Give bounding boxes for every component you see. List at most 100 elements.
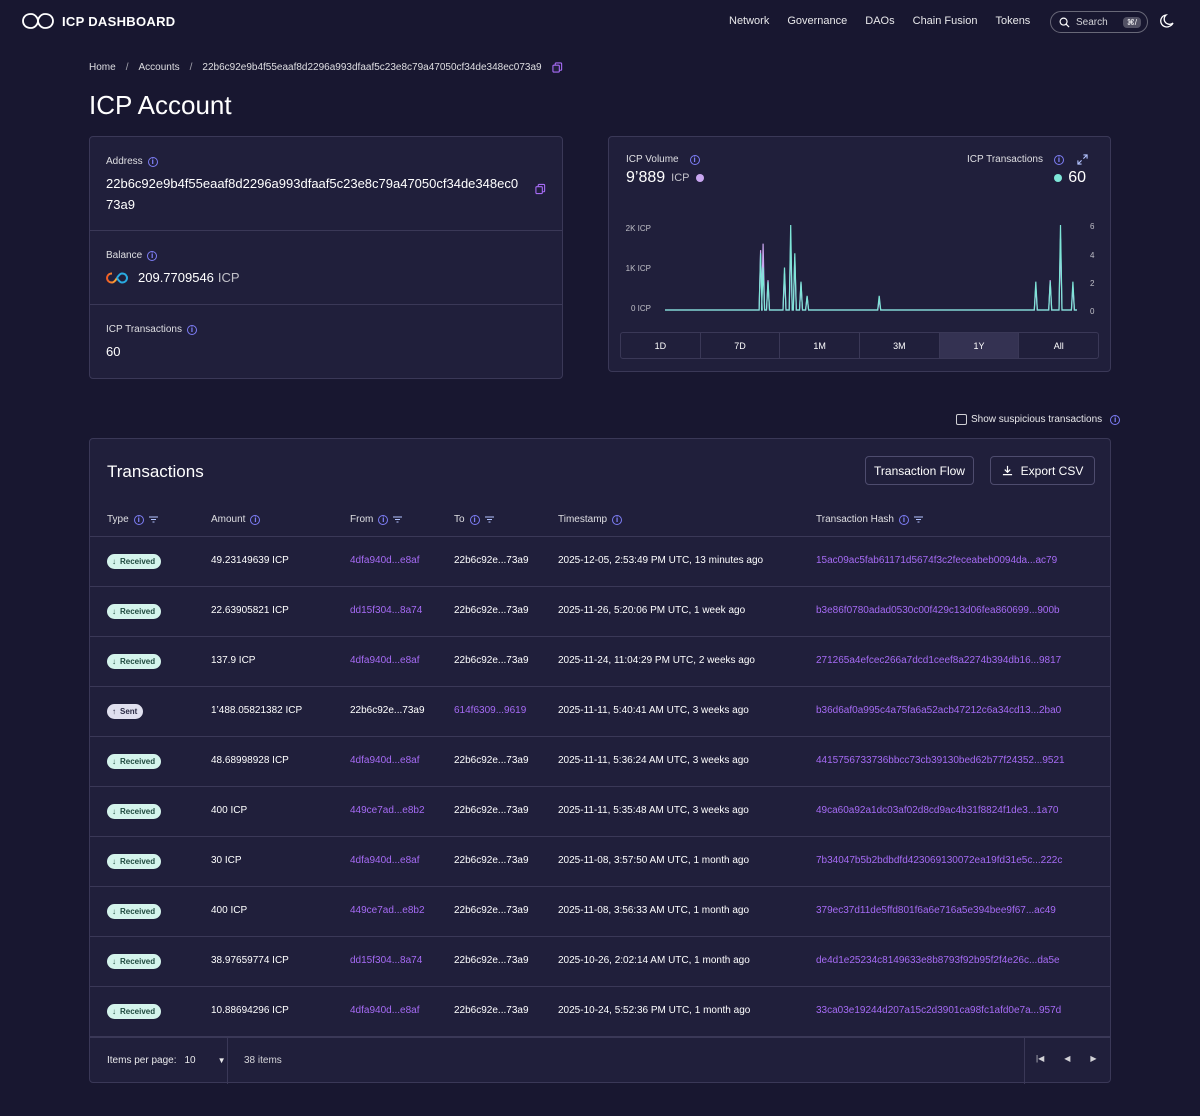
cell-hash-link[interactable]: 7b34047b5b2bdbdfd423069130072ea19fd31e5c…	[816, 855, 1063, 866]
info-icon[interactable]: i	[1054, 154, 1064, 165]
table-row[interactable]: ↓ Received 400 ICP 449ce7ad...e8b2 22b6c92e.…	[90, 787, 1110, 837]
breadcrumb-accounts[interactable]: Accounts	[138, 62, 180, 73]
badge-label: Received	[120, 907, 156, 916]
prev-page-icon[interactable]: ◀	[1064, 1054, 1071, 1063]
cell-from-link[interactable]: 4dfa940d...e8af	[350, 1005, 420, 1016]
cell-from-link[interactable]: 449ce7ad...e8b2	[350, 805, 425, 816]
breadcrumb-separator: /	[189, 62, 193, 73]
nav-link-daos[interactable]: DAOs	[865, 15, 895, 27]
cell-from-link[interactable]: 4dfa940d...e8af	[350, 555, 420, 566]
cell-to: 22b6c92e...73a9	[454, 1005, 529, 1016]
table-row[interactable]: ↓ Received 10.88694296 ICP 4dfa940d...e8af 2…	[90, 987, 1110, 1037]
badge-label: Received	[120, 557, 156, 566]
search-box[interactable]: Search ⌘/	[1050, 11, 1148, 33]
next-page-icon[interactable]: ▶	[1090, 1054, 1097, 1063]
filter-icon[interactable]	[484, 516, 494, 523]
table-row[interactable]: ↓ Received 48.68998928 ICP 4dfa940d...e8af 2…	[90, 737, 1110, 787]
info-icon[interactable]: i	[250, 514, 261, 525]
suspicious-checkbox[interactable]	[956, 414, 967, 425]
cell-hash-link[interactable]: 379ec37d11de5ffd801f6a6e716a5e394bee9f67…	[816, 905, 1056, 916]
nav-link-network[interactable]: Network	[729, 15, 770, 27]
info-icon[interactable]: i	[689, 154, 700, 165]
cell-hash-link[interactable]: 49ca60a92a1dc03af02d8cd9ac4b31f8824f1de3…	[816, 805, 1059, 816]
items-per-page: Items per page: 10 ▼	[107, 1055, 226, 1066]
range-all-button[interactable]: All	[1053, 340, 1064, 351]
suspicious-toggle[interactable]: Show suspicious transactions i	[956, 414, 1121, 425]
breadcrumb: Home / Accounts / 22b6c92e9b4f55eaaf8d22…	[89, 62, 563, 73]
cell-from-link[interactable]: 449ce7ad...e8b2	[350, 905, 425, 916]
cell-from-link[interactable]: 4dfa940d...e8af	[350, 755, 420, 766]
badge-label: Received	[120, 857, 156, 866]
nav-link-tokens[interactable]: Tokens	[995, 15, 1031, 27]
table-row[interactable]: ↑ Sent 1’488.05821382 ICP 22b6c92e...73a9 61…	[90, 687, 1110, 737]
cell-from-link[interactable]: dd15f304...8a74	[350, 955, 423, 966]
cell-hash-link[interactable]: 4415756733736bbcc73cb39130bed62b77f24352…	[816, 755, 1065, 766]
range-1m-button[interactable]: 1M	[780, 333, 861, 358]
range-1y-button[interactable]: 1Y	[939, 333, 1020, 358]
cell-amount: 48.68998928 ICP	[211, 755, 289, 766]
filter-icon[interactable]	[393, 516, 403, 523]
export-csv-button[interactable]: Export CSV	[990, 456, 1095, 485]
cell-to: 22b6c92e...73a9	[454, 855, 529, 866]
cell-hash-link[interactable]: b36d6af0a995c4a75fa6a52acb47212c6a34cd13…	[816, 705, 1062, 716]
cell-from-link[interactable]: 4dfa940d...e8af	[350, 655, 420, 666]
cell-hash-link[interactable]: 271265a4efcec266a7dcd1ceef8a2274b394db16…	[816, 655, 1062, 666]
info-icon[interactable]: i	[186, 324, 197, 335]
moon-icon[interactable]	[1159, 13, 1175, 29]
table-row[interactable]: ↓ Received 38.97659774 ICP dd15f304...8a74 2…	[90, 937, 1110, 987]
info-icon[interactable]: i	[147, 156, 158, 167]
table-row[interactable]: ↓ Received 30 ICP 4dfa940d...e8af 22b6c92e..…	[90, 837, 1110, 887]
table-row[interactable]: ↓ Received 137.9 ICP 4dfa940d...e8af 22b6c92…	[90, 637, 1110, 687]
transactions-title: Transactions	[107, 462, 204, 481]
range-1d-button[interactable]: 1D	[621, 333, 701, 358]
volume-series-line	[665, 238, 1077, 311]
cell-timestamp: 2025-11-26, 5:20:06 PM UTC, 1 week ago	[558, 605, 746, 616]
table-row[interactable]: ↓ Received 49.23149639 ICP 4dfa940d...e8af 2…	[90, 537, 1110, 587]
filter-icon[interactable]	[148, 516, 158, 523]
table-row[interactable]: ↓ Received 400 ICP 449ce7ad...e8b2 22b6c92e.…	[90, 887, 1110, 937]
received-badge: ↓ Received	[107, 954, 162, 969]
account-card: Address i 22b6c92e9b4f55eaaf8d2296a993df…	[89, 136, 563, 379]
header-from: From i	[350, 514, 403, 525]
info-icon[interactable]: i	[899, 514, 909, 525]
cell-hash-link[interactable]: de4d1e25234c8149633e8b8793f92b95f2f4e26c…	[816, 955, 1060, 966]
breadcrumb-home[interactable]: Home	[89, 62, 116, 73]
arrow-down-icon: ↓	[112, 657, 116, 666]
nav-link-chain-fusion[interactable]: Chain Fusion	[912, 15, 978, 27]
range-3m-button[interactable]: 3M	[860, 333, 940, 358]
info-icon[interactable]: i	[147, 250, 158, 261]
cell-to-link[interactable]: 614f6309...9619	[454, 705, 527, 716]
info-icon[interactable]: i	[612, 514, 623, 525]
top-nav: ICP DASHBOARD Network Governance DAOs Ch…	[0, 0, 1200, 44]
info-icon[interactable]: i	[469, 514, 480, 525]
expand-icon[interactable]	[1077, 154, 1088, 165]
cell-hash-link[interactable]: b3e86f0780adad0530c00f429c13d06fea860699…	[816, 605, 1060, 616]
range-7d-button[interactable]: 7D	[701, 333, 781, 358]
cell-from-link[interactable]: 4dfa940d...e8af	[350, 855, 420, 866]
table-row[interactable]: ↓ Received 22.63905821 ICP dd15f304...8a74 2…	[90, 587, 1110, 637]
header-amount: Amount i	[211, 514, 261, 525]
filter-icon[interactable]	[914, 516, 923, 523]
cell-amount: 400 ICP	[211, 805, 248, 816]
info-icon[interactable]: i	[133, 514, 144, 525]
header-type-label: Type	[107, 514, 129, 525]
copy-icon[interactable]	[551, 62, 563, 73]
cell-hash-link[interactable]: 33ca03e19244d207a15c2d3901ca98fc1afd0e7a…	[816, 1005, 1062, 1016]
header-to-label: To	[454, 514, 465, 525]
info-icon[interactable]: i	[378, 514, 389, 525]
infinity-logo-icon	[22, 13, 54, 29]
arrow-down-icon: ↓	[112, 757, 116, 766]
transaction-flow-button[interactable]: Transaction Flow	[865, 456, 974, 485]
table-footer: Items per page: 10 ▼ 38 items |◀ ◀ ▶	[90, 1037, 1110, 1084]
badge-label: Received	[120, 807, 156, 816]
copy-icon[interactable]	[535, 183, 546, 195]
cell-hash-link[interactable]: 15ac09ac5fab61171d5674f3c2feceabeb0094da…	[816, 555, 1058, 566]
cell-from-link[interactable]: dd15f304...8a74	[350, 605, 423, 616]
first-page-icon[interactable]: |◀	[1036, 1054, 1045, 1063]
logo[interactable]: ICP DASHBOARD	[22, 12, 175, 30]
cell-timestamp: 2025-11-24, 11:04:29 PM UTC, 2 weeks ago	[558, 655, 755, 666]
cell-to: 22b6c92e...73a9	[454, 955, 529, 966]
info-icon[interactable]: i	[1110, 414, 1121, 425]
nav-link-governance[interactable]: Governance	[787, 15, 848, 27]
items-per-page-select[interactable]: 10 ▼	[184, 1055, 225, 1066]
